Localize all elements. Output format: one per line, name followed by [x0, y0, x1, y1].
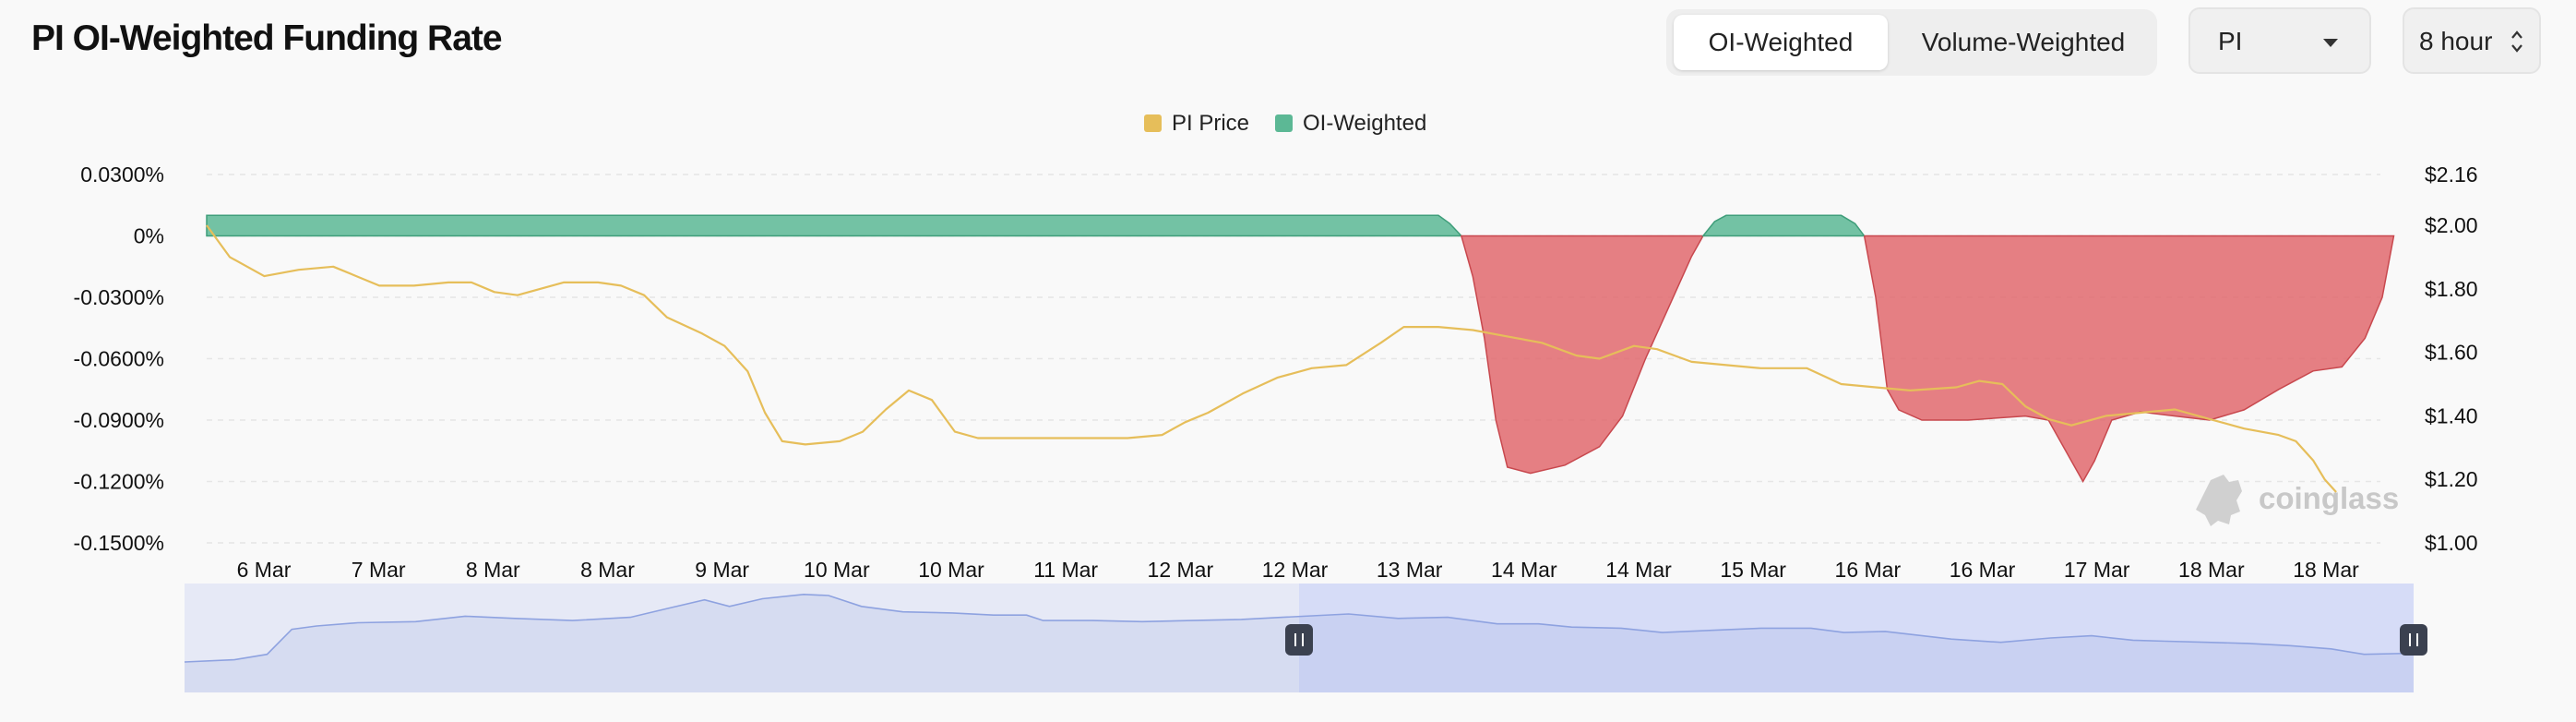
x-tick: 18 Mar — [2178, 558, 2245, 582]
y-left-tick: 0.0300% — [80, 162, 164, 187]
navigator-left-handle[interactable] — [1285, 624, 1313, 656]
navigator-line — [184, 593, 2415, 663]
x-tick: 12 Mar — [1148, 558, 1214, 582]
watermark-text: coinglass — [2259, 481, 2399, 515]
y-axis-right: $2.16 $2.00 $1.80 $1.60 $1.40 $1.20 $1.00 — [2425, 162, 2478, 555]
legend-label-0[interactable]: PI Price — [1172, 111, 1249, 136]
x-tick: 7 Mar — [352, 558, 406, 582]
x-tick: 10 Mar — [804, 558, 870, 582]
legend-swatch-1[interactable] — [1275, 114, 1293, 132]
negative-funding-area — [1460, 235, 1705, 475]
x-tick: 6 Mar — [237, 558, 292, 582]
x-tick: 10 Mar — [918, 558, 984, 582]
interval-select[interactable]: 8 hour — [2403, 7, 2541, 74]
y-right-tick: $2.00 — [2425, 213, 2478, 237]
updown-chevron-icon — [2510, 28, 2524, 55]
page-title: PI OI-Weighted Funding Rate — [31, 18, 503, 58]
symbol-select[interactable]: PI — [2188, 7, 2371, 74]
price-line — [206, 224, 2337, 493]
x-tick: 11 Mar — [1033, 558, 1098, 582]
chart-legend: PI Price OI-Weighted — [1144, 111, 1426, 136]
y-left-tick: -0.0600% — [74, 347, 164, 371]
coinglass-logo-icon — [2196, 475, 2242, 526]
x-tick: 12 Mar — [1262, 558, 1329, 582]
x-tick: 13 Mar — [1377, 558, 1443, 582]
x-axis: 6 Mar 7 Mar 8 Mar 8 Mar 9 Mar 10 Mar 10 Mar 11 … — [237, 558, 2360, 582]
funding-areas — [206, 214, 2395, 484]
x-tick: 15 Mar — [1720, 558, 1786, 582]
positive-funding-area — [206, 214, 1463, 237]
price-layer — [206, 224, 2337, 493]
x-tick: 8 Mar — [580, 558, 635, 582]
x-tick: 14 Mar — [1605, 558, 1672, 582]
navigator-right-handle[interactable] — [2400, 624, 2427, 656]
positive-funding-area — [1701, 214, 1866, 237]
x-tick: 18 Mar — [2293, 558, 2359, 582]
y-right-tick: $1.80 — [2425, 277, 2478, 301]
y-left-tick: -0.1200% — [74, 470, 164, 494]
negative-funding-area — [1863, 235, 2395, 484]
y-right-tick: $2.16 — [2425, 162, 2478, 187]
x-tick: 17 Mar — [2064, 558, 2130, 582]
x-tick: 16 Mar — [1950, 558, 2016, 582]
y-left-tick: -0.0900% — [74, 408, 164, 432]
range-navigator[interactable] — [184, 584, 2427, 692]
coinglass-watermark: coinglass — [2196, 475, 2399, 526]
volume-weighted-tab[interactable]: Volume-Weighted — [1921, 28, 2126, 56]
oi-weighted-tab[interactable]: OI-Weighted — [1674, 15, 1888, 70]
symbol-select-value: PI — [2218, 27, 2243, 55]
y-left-tick: -0.1500% — [74, 531, 164, 555]
interval-select-value: 8 hour — [2419, 27, 2493, 55]
legend-swatch-0[interactable] — [1144, 114, 1162, 132]
y-right-tick: $1.60 — [2425, 341, 2478, 365]
y-axis-left: 0.0300% 0% -0.0300% -0.0600% -0.0900% -0.1200… — [74, 162, 164, 555]
x-tick: 16 Mar — [1835, 558, 1902, 582]
weighting-toggle: OI-Weighted Volume-Weighted — [1666, 9, 2157, 76]
y-right-tick: $1.40 — [2425, 403, 2478, 427]
navigator-selection[interactable] — [1299, 584, 2414, 692]
y-right-tick: $1.20 — [2425, 467, 2478, 491]
y-left-tick: 0% — [134, 224, 164, 248]
x-tick: 8 Mar — [466, 558, 520, 582]
x-tick: 9 Mar — [695, 558, 749, 582]
y-right-tick: $1.00 — [2425, 531, 2478, 555]
y-left-tick: -0.0300% — [74, 285, 164, 309]
legend-label-1[interactable]: OI-Weighted — [1303, 111, 1426, 136]
caret-down-icon — [2323, 39, 2338, 47]
x-tick: 14 Mar — [1491, 558, 1557, 582]
